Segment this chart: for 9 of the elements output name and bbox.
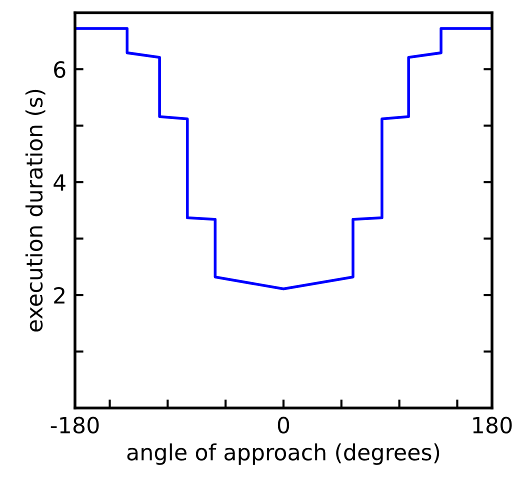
x-tick-label: -180 (50, 416, 99, 434)
x-axis-title: angle of approach (degrees) (127, 443, 440, 465)
y-tick-label: 6 (54, 61, 66, 78)
x-tick-label: 180 (473, 416, 512, 434)
y-tick-label: 4 (54, 174, 66, 191)
y-tick-label: 2 (54, 287, 64, 304)
y-axis-title: execution duration (s) (25, 90, 46, 332)
x-tick-label: 0 (278, 416, 290, 434)
line-series (74, 27, 492, 290)
